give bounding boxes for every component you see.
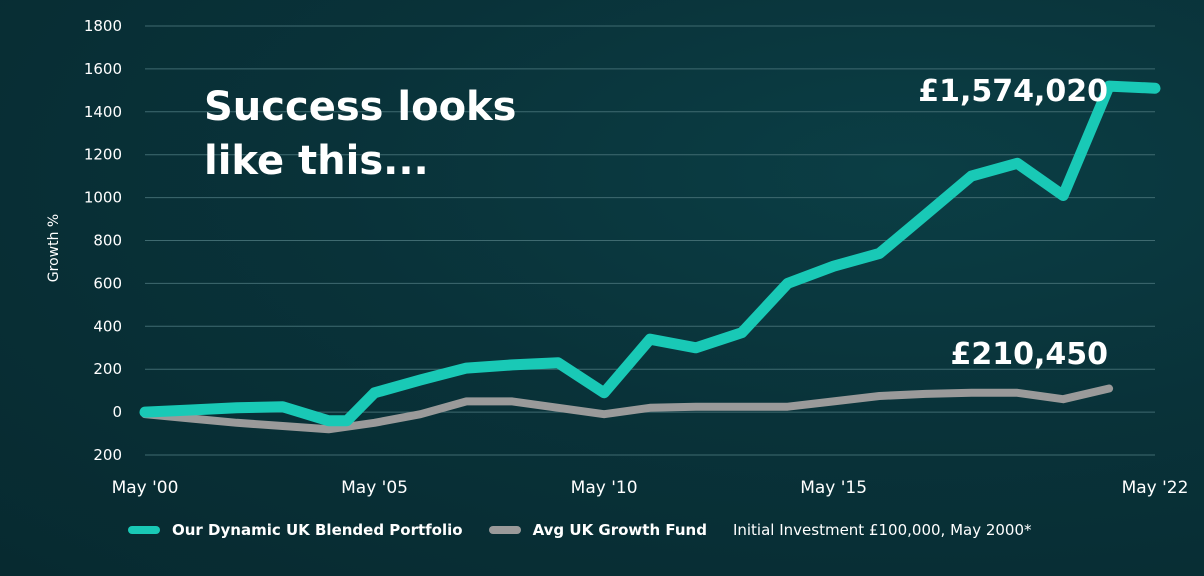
- legend-footnote: Initial Investment £100,000, May 2000*: [732, 521, 1032, 539]
- y-tick-label: 0: [112, 403, 122, 421]
- y-tick-label: 600: [93, 274, 122, 292]
- chart-legend: Our Dynamic UK Blended Portfolio Avg UK …: [128, 521, 1032, 539]
- x-tick-label: May '00: [112, 478, 179, 498]
- avg-fund-series-line: [141, 384, 1114, 434]
- series-lines: [139, 80, 1161, 434]
- chart-headline: Success looks like this...: [204, 84, 530, 184]
- y-tick-label: 200: [93, 360, 122, 378]
- y-tick-label: 1400: [84, 103, 122, 121]
- x-tick-label: May '22: [1122, 478, 1189, 498]
- y-tick-label: 400: [93, 317, 122, 335]
- y-tick-label: 1000: [84, 189, 122, 207]
- x-tick-label: May '10: [571, 478, 638, 498]
- legend-swatch-avg-fund: [488, 526, 521, 534]
- portfolio-end-value-label: £1,574,020: [918, 74, 1108, 109]
- y-tick-label: 1600: [84, 60, 122, 78]
- legend-item-avg-fund: Avg UK Growth Fund: [488, 521, 707, 539]
- y-axis-ticks: 1800 1600 1400 1200 1000 800 600 400 200 0 200: [84, 17, 122, 464]
- y-axis-label: Growth %: [46, 214, 62, 282]
- legend-item-portfolio: Our Dynamic UK Blended Portfolio: [128, 521, 463, 539]
- x-tick-label: May '05: [341, 478, 408, 498]
- y-tick-label: 200: [93, 446, 122, 464]
- gridlines: [145, 25, 1155, 456]
- legend-swatch-portfolio: [128, 526, 160, 534]
- legend-label-avg-fund: Avg UK Growth Fund: [532, 521, 707, 539]
- x-tick-label: May '15: [800, 478, 867, 498]
- portfolio-series-line: [139, 80, 1161, 427]
- y-tick-label: 1800: [84, 17, 122, 35]
- fund-end-value-label: £210,450: [950, 337, 1108, 372]
- y-tick-label: 1200: [84, 146, 122, 164]
- y-tick-label: 800: [93, 232, 122, 250]
- x-axis-ticks: May '00 May '05 May '10 May '15 May '22: [112, 478, 1189, 498]
- legend-label-portfolio: Our Dynamic UK Blended Portfolio: [172, 521, 463, 539]
